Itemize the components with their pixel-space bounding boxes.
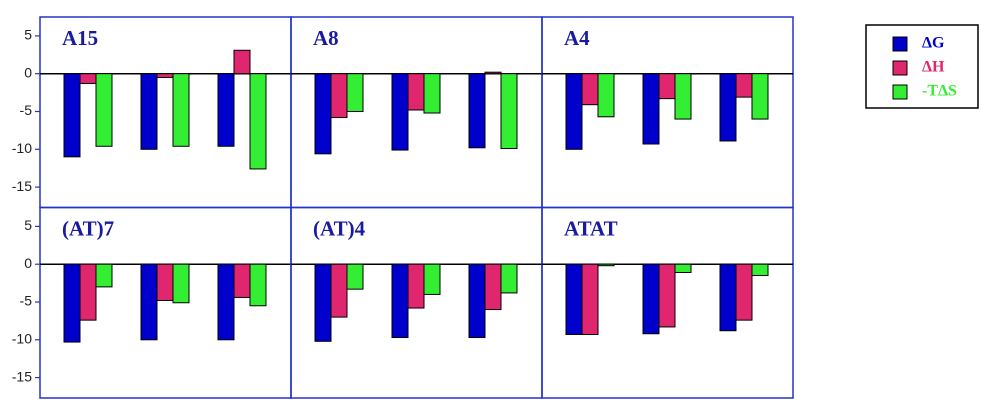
bar xyxy=(391,73,409,151)
bar xyxy=(658,73,676,100)
bar xyxy=(484,71,502,75)
bar xyxy=(565,73,583,150)
bar xyxy=(407,263,425,309)
bar xyxy=(249,263,267,307)
bar xyxy=(391,263,409,339)
bar xyxy=(642,263,660,335)
bar xyxy=(63,73,81,158)
bar xyxy=(500,263,518,294)
legend-swatch xyxy=(892,36,908,52)
panel-title: ATAT xyxy=(564,216,618,240)
bar xyxy=(249,73,267,170)
legend-box xyxy=(865,24,979,109)
panel-frame xyxy=(541,206,794,399)
bar xyxy=(484,263,502,311)
panel-title: A8 xyxy=(313,26,339,50)
y-tick-label: -10 xyxy=(12,330,32,346)
bar xyxy=(423,263,441,295)
legend-swatch xyxy=(892,84,908,100)
bar xyxy=(314,263,332,342)
panel-title: A15 xyxy=(62,26,98,50)
bar xyxy=(735,73,753,98)
y-tick-label: 0 xyxy=(24,255,32,271)
bar xyxy=(346,73,364,112)
bar xyxy=(719,263,737,332)
panel-title: A4 xyxy=(564,26,590,50)
legend-label: -TΔS xyxy=(922,83,957,100)
bar xyxy=(330,73,348,119)
bar xyxy=(407,73,425,111)
y-tick-label: -5 xyxy=(20,102,33,118)
bar xyxy=(233,49,251,75)
y-tick-label: -5 xyxy=(20,293,33,309)
bar xyxy=(597,73,615,118)
legend-swatch xyxy=(892,60,908,76)
bar xyxy=(172,263,190,304)
y-tick-label: -15 xyxy=(12,178,32,194)
bar xyxy=(468,73,486,149)
y-tick-label: 5 xyxy=(24,27,32,43)
bar xyxy=(217,73,235,147)
bar xyxy=(156,263,174,301)
bar xyxy=(156,73,174,78)
bar xyxy=(346,263,364,290)
bar xyxy=(674,73,692,120)
bar xyxy=(751,73,769,120)
bar xyxy=(330,263,348,318)
bar xyxy=(751,263,769,277)
bar xyxy=(233,263,251,298)
bar xyxy=(217,263,235,341)
bar xyxy=(95,263,113,288)
bar xyxy=(642,73,660,145)
bar xyxy=(172,73,190,147)
bar xyxy=(597,263,615,267)
legend-label: ΔG xyxy=(922,35,945,52)
panel-title: (AT)4 xyxy=(313,216,366,240)
legend-label: ΔH xyxy=(922,59,945,76)
bar xyxy=(468,263,486,339)
bar xyxy=(719,73,737,142)
bar xyxy=(140,73,158,150)
bar xyxy=(565,263,583,336)
bar xyxy=(735,263,753,321)
y-tick-label: 5 xyxy=(24,217,32,233)
bar xyxy=(581,73,599,106)
bar xyxy=(79,73,97,85)
bar xyxy=(500,73,518,150)
bar xyxy=(674,263,692,274)
y-tick-label: -10 xyxy=(12,140,32,156)
bar xyxy=(140,263,158,341)
bar xyxy=(423,73,441,114)
y-tick-label: 0 xyxy=(24,64,32,80)
bar xyxy=(658,263,676,328)
bar xyxy=(79,263,97,321)
y-tick-label: -15 xyxy=(12,368,32,384)
bar xyxy=(314,73,332,155)
panel-title: (AT)7 xyxy=(62,216,114,240)
bar xyxy=(581,263,599,336)
bar xyxy=(95,73,113,147)
bar xyxy=(63,263,81,343)
